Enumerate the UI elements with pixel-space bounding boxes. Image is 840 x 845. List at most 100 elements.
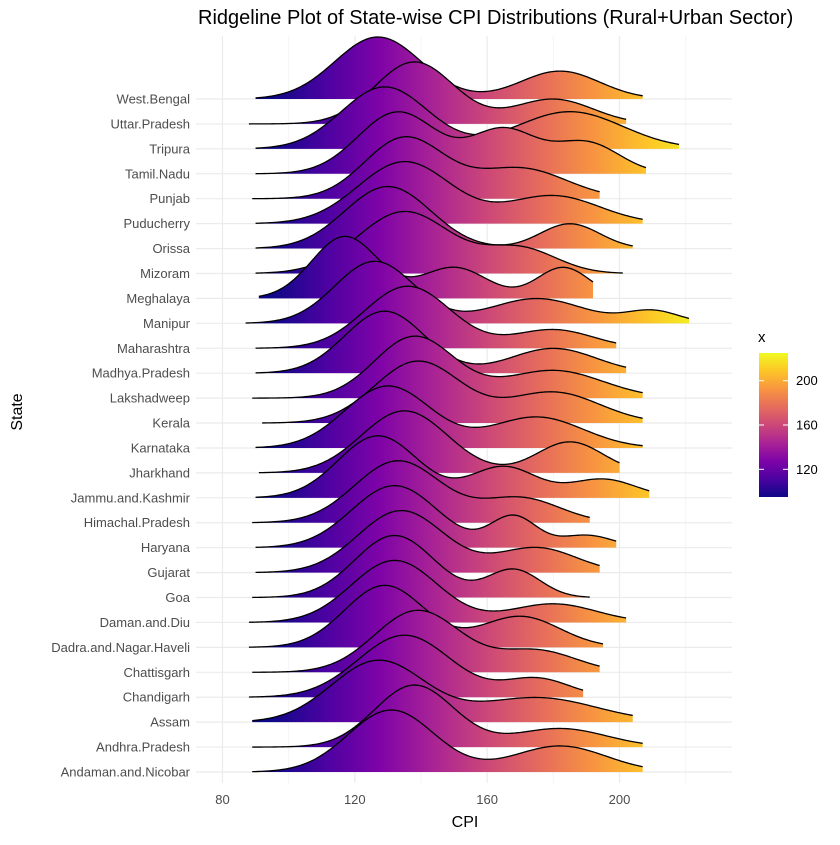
- legend-tick-label: 200: [796, 373, 818, 388]
- y-tick-label: Uttar.Pradesh: [111, 116, 191, 131]
- ridge-area: [255, 485, 617, 548]
- ridge-tamil-nadu: [255, 111, 647, 175]
- y-tick-label: Lakshadweep: [110, 391, 190, 406]
- ridge-outline: [252, 659, 633, 722]
- ridge-area: [252, 660, 633, 723]
- ridge-outline: [252, 534, 590, 599]
- y-tick-label: Punjab: [150, 191, 190, 206]
- ridge-manipur: [245, 260, 690, 324]
- x-axis-ticks: 80 120 160 200: [215, 792, 630, 807]
- y-tick-label: Meghalaya: [126, 291, 190, 306]
- ridge-himachal-pradesh: [252, 460, 590, 524]
- ridge-outline: [248, 61, 627, 125]
- ridge-outline: [262, 360, 643, 424]
- ridge-outline: [255, 185, 633, 249]
- ridge-outline: [245, 260, 690, 324]
- ridge-area: [248, 61, 627, 124]
- ridge-outline: [255, 485, 617, 548]
- ridge-haryana: [255, 485, 617, 548]
- ridge-outline: [252, 709, 643, 773]
- legend-tick-label: 160: [796, 418, 818, 433]
- ridge-chandigarh: [248, 634, 584, 698]
- y-tick-label: Manipur: [143, 316, 191, 331]
- ridge-outline: [255, 285, 617, 349]
- ridge-goa: [252, 534, 590, 599]
- ridge-area: [255, 385, 643, 448]
- ridge-outline: [255, 160, 643, 224]
- legend-tick-label: 120: [796, 462, 818, 477]
- ridge-gujarat: [255, 509, 600, 574]
- y-tick-label: Haryana: [141, 540, 191, 555]
- y-tick-label: Jammu.and.Kashmir: [71, 490, 191, 505]
- y-tick-label: Chattisgarh: [124, 665, 190, 680]
- ridge-outline: [258, 410, 620, 474]
- ridge-andhra-pradesh: [252, 684, 643, 748]
- ridge-area: [252, 535, 590, 598]
- ridge-area: [255, 37, 643, 99]
- y-tick-label: Orissa: [152, 241, 190, 256]
- x-tick-label: 200: [609, 792, 631, 807]
- color-legend: x 120 160 200: [758, 329, 818, 497]
- ridge-assam: [252, 659, 633, 723]
- x-tick-label: 160: [476, 792, 498, 807]
- y-tick-label: Mizoram: [140, 266, 190, 281]
- y-tick-label: West.Bengal: [117, 92, 191, 107]
- ridge-area: [252, 710, 643, 772]
- y-tick-label: Puducherry: [124, 216, 191, 231]
- ridge-outline: [248, 584, 604, 648]
- chart-title: Ridgeline Plot of State-wise CPI Distrib…: [198, 7, 793, 29]
- ridge-orissa: [255, 185, 633, 249]
- ridge-area: [255, 186, 633, 249]
- ridge-outline: [255, 86, 680, 149]
- x-axis-title: CPI: [452, 814, 479, 831]
- x-tick-label: 80: [215, 792, 229, 807]
- y-tick-label: Daman.and.Diu: [100, 615, 190, 630]
- ridge-outline: [248, 559, 627, 623]
- ridge-area: [248, 560, 627, 623]
- ridge-andaman-and-nicobar: [252, 709, 643, 773]
- y-axis-title: State: [9, 393, 26, 430]
- ridge-area: [255, 510, 600, 573]
- ridge-maharashtra: [255, 285, 617, 349]
- ridges: [245, 36, 690, 773]
- y-tick-label: Andhra.Pradesh: [96, 740, 190, 755]
- ridge-outline: [252, 460, 590, 524]
- ridge-area: [252, 336, 643, 399]
- ridge-outline: [255, 385, 643, 449]
- ridge-area: [245, 261, 689, 324]
- ridge-outline: [252, 609, 600, 673]
- y-tick-label: Madhya.Pradesh: [92, 366, 190, 381]
- x-tick-label: 120: [344, 792, 366, 807]
- ridge-area: [252, 460, 590, 523]
- y-tick-label: Tamil.Nadu: [125, 166, 190, 181]
- ridge-area: [255, 311, 627, 374]
- ridge-daman-and-diu: [248, 559, 627, 623]
- ridge-outline: [255, 509, 600, 574]
- ridge-lakshadweep: [252, 335, 643, 399]
- ridge-area: [252, 685, 643, 748]
- ridge-area: [248, 635, 584, 698]
- ridge-uttar-pradesh: [248, 61, 627, 125]
- ridge-area: [255, 435, 650, 498]
- ridge-outline: [258, 235, 594, 297]
- y-tick-label: Himachal.Pradesh: [84, 515, 190, 530]
- ridge-outline: [248, 634, 584, 698]
- ridge-karnataka: [255, 385, 643, 449]
- y-tick-label: Goa: [165, 590, 190, 605]
- y-tick-label: Gujarat: [147, 565, 190, 580]
- legend-ticks: 120 160 200: [759, 373, 818, 477]
- y-tick-label: Tripura: [149, 141, 190, 156]
- ridge-outline: [255, 435, 650, 498]
- ridge-jammu-and-kashmir: [255, 435, 650, 498]
- y-tick-label: Karnataka: [131, 440, 191, 455]
- ridge-outline: [255, 111, 647, 175]
- y-tick-label: Maharashtra: [117, 341, 191, 356]
- y-tick-label: Assam: [150, 715, 190, 730]
- ridge-outline: [252, 684, 643, 748]
- y-tick-label: Andaman.and.Nicobar: [61, 765, 191, 780]
- ridge-area: [255, 111, 646, 174]
- legend-title: x: [758, 329, 766, 346]
- y-tick-label: Jharkhand: [129, 465, 190, 480]
- y-axis-ticks: Andaman.and.Nicobar Andhra.Pradesh Assam Ch…: [51, 92, 191, 780]
